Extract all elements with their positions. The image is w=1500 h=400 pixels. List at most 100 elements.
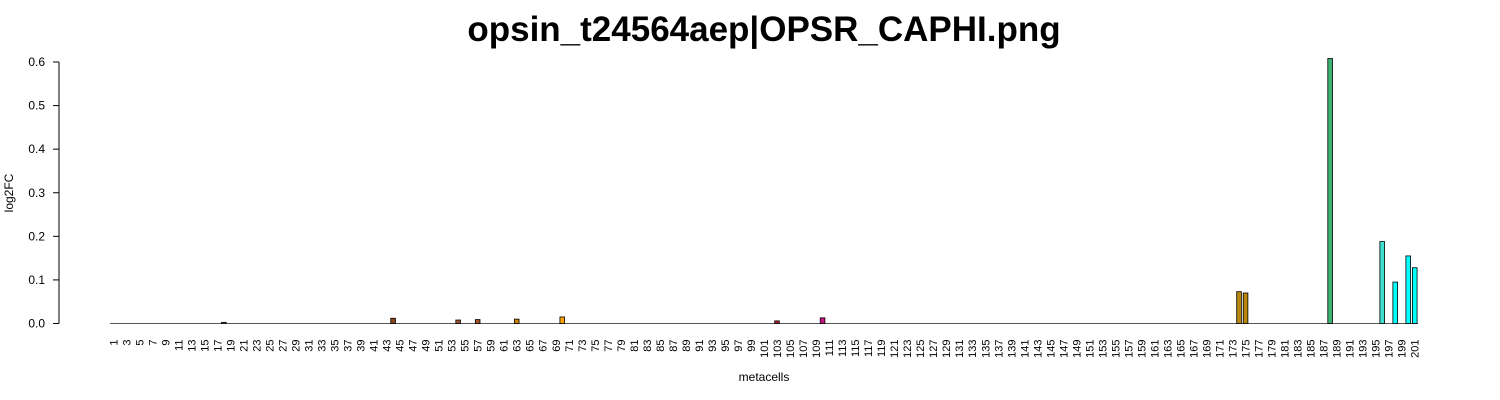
bar-metacell-175: [1242, 292, 1249, 324]
x-tick-label: 9: [160, 340, 172, 346]
y-tick-label: 0.4: [28, 142, 45, 156]
x-tick-label: 43: [382, 340, 394, 352]
x-tick-label: 131: [954, 340, 966, 358]
x-tick-label: 135: [980, 340, 992, 358]
x-tick-label: 3: [121, 340, 133, 346]
x-tick-label: 133: [967, 340, 979, 358]
x-tick-label: 29: [290, 340, 302, 352]
x-tick-label: 151: [1084, 340, 1096, 358]
bar-metacell-174: [1236, 291, 1242, 324]
x-tick-label: 45: [395, 340, 407, 352]
x-tick-label: 165: [1175, 340, 1187, 358]
x-tick-label: 179: [1267, 340, 1279, 358]
y-tick-label: 0.5: [28, 99, 45, 113]
y-tick-label: 0.3: [28, 186, 45, 200]
x-axis-label: metacells: [739, 370, 790, 384]
y-tick-label: 0.1: [28, 273, 45, 287]
bar-metacell-103: [774, 320, 780, 324]
x-tick-label: 117: [863, 340, 875, 358]
y-tick-label: 0.0: [28, 317, 45, 331]
bar-metacell-196: [1379, 241, 1385, 324]
chart-title: opsin_t24564aep|OPSR_CAPHI.png: [467, 10, 1061, 49]
x-tick-label: 149: [1071, 340, 1083, 358]
x-tick-label: 143: [1032, 340, 1044, 358]
x-tick-label: 37: [343, 340, 355, 352]
x-tick-label: 101: [759, 340, 771, 358]
x-tick-label: 167: [1188, 340, 1200, 358]
x-tick-label: 137: [993, 340, 1005, 358]
x-tick-label: 109: [811, 340, 823, 358]
y-axis: 0.0 0.1 0.2 0.3 0.4 0.5 0.6: [28, 55, 60, 331]
x-tick-label: 11: [173, 340, 185, 351]
x-tick-label: 7: [147, 340, 159, 346]
x-tick-label: 39: [356, 340, 368, 352]
x-tick-label: 105: [785, 340, 797, 358]
x-tick-label: 111: [824, 340, 836, 357]
y-tick-label: 0.2: [28, 229, 45, 243]
x-tick-label: 41: [369, 340, 381, 352]
bar-metacell-70: [559, 316, 566, 324]
x-tick-label: 59: [486, 340, 498, 352]
x-tick-label: 125: [915, 340, 927, 358]
x-tick-label: 77: [603, 340, 615, 352]
x-tick-label: 13: [186, 340, 198, 352]
x-tick-label: 97: [733, 340, 745, 352]
x-tick-label: 139: [1006, 340, 1018, 358]
x-tick-label: 95: [720, 340, 732, 352]
x-tick-label: 61: [499, 340, 511, 352]
x-tick-label: 155: [1110, 340, 1122, 358]
x-tick-label: 147: [1058, 340, 1070, 358]
x-tick-label: 115: [850, 340, 862, 358]
x-tick-label: 25: [264, 340, 276, 352]
x-tick-label: 79: [616, 340, 628, 352]
x-tick-label: 119: [876, 340, 888, 358]
x-tick-label: 83: [642, 340, 654, 352]
x-tick-label: 99: [746, 340, 758, 352]
bar-metacell-188: [1327, 58, 1333, 324]
x-tick-label: 5: [134, 340, 146, 346]
x-tick-label: 69: [551, 340, 563, 352]
bars: [110, 58, 1418, 324]
y-tick-label: 0.6: [28, 55, 45, 69]
x-tick-label: 21: [238, 340, 250, 352]
y-axis-label: log2FC: [2, 173, 16, 212]
x-tick-label: 181: [1280, 340, 1292, 358]
x-tick-label: 15: [199, 340, 211, 352]
x-tick-label: 191: [1345, 340, 1357, 358]
bar-metacell-200: [1405, 255, 1411, 324]
bar-metacell-18: [221, 321, 227, 324]
x-tick-label: 123: [902, 340, 914, 358]
x-tick-label: 87: [668, 340, 680, 352]
x-tick-label: 187: [1319, 340, 1331, 358]
x-axis: 1 3 5 7 9 11 13 15 17 19 21 23 25 27 29 31 33 35 37 39 41 43 4…: [108, 340, 1421, 358]
x-tick-label: 91: [694, 340, 706, 352]
x-tick-label: 85: [655, 340, 667, 352]
bar-metacell-63: [513, 318, 520, 324]
x-tick-label: 81: [629, 340, 641, 352]
x-tick-label: 35: [330, 340, 342, 352]
x-tick-label: 121: [889, 340, 901, 358]
x-tick-label: 103: [772, 340, 784, 358]
x-tick-label: 201: [1410, 340, 1422, 358]
x-tick-label: 51: [434, 340, 446, 352]
x-tick-label: 113: [837, 340, 849, 358]
x-tick-label: 53: [447, 340, 459, 352]
x-tick-label: 23: [251, 340, 263, 352]
x-tick-label: 189: [1332, 340, 1344, 358]
bar-metacell-198: [1392, 281, 1398, 324]
x-tick-label: 31: [303, 340, 315, 352]
bar-metacell-57: [474, 319, 481, 324]
bar-metacell-110: [819, 317, 826, 324]
x-tick-label: 63: [512, 340, 524, 352]
x-tick-label: 199: [1397, 340, 1409, 358]
x-tick-label: 33: [316, 340, 328, 352]
x-tick-label: 185: [1306, 340, 1318, 358]
x-tick-label: 157: [1123, 340, 1135, 358]
x-tick-label: 57: [473, 340, 485, 352]
x-tick-label: 17: [212, 340, 224, 352]
x-tick-label: 175: [1241, 340, 1253, 358]
x-tick-label: 145: [1045, 340, 1057, 358]
x-tick-label: 129: [941, 340, 953, 358]
x-tick-label: 173: [1228, 340, 1240, 358]
x-tick-label: 89: [681, 340, 693, 352]
